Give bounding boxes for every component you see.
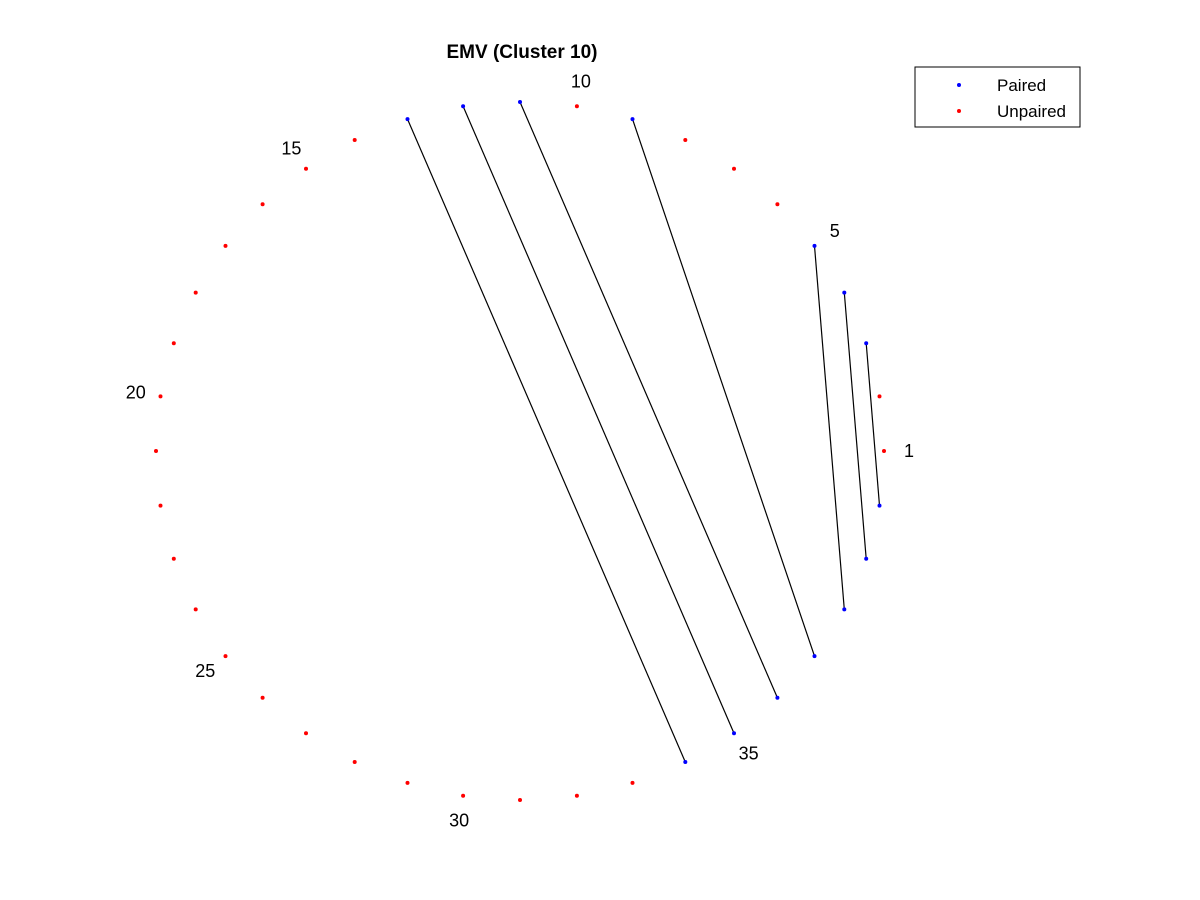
unpaired-point-22 [158,503,163,508]
legend-unpaired-label: Unpaired [997,102,1066,121]
pair-lines [406,101,881,763]
unpaired-point-30 [461,793,466,798]
paired-point-11 [518,100,522,104]
unpaired-point-33 [630,780,635,785]
paired-point-3 [864,341,869,346]
unpaired-point-6 [775,202,780,207]
unpaired-point-8 [683,138,688,142]
unpaired-point-16 [260,202,265,207]
unpaired-point-29 [405,780,410,785]
unpaired-point-28 [352,760,357,764]
unpaired-point-7 [732,166,736,171]
position-label-35: 35 [739,744,759,764]
unpaired-point-17 [223,243,228,248]
unpaired-point-20 [158,394,163,399]
paired-point-9 [630,117,635,122]
unpaired-point-25 [223,654,228,659]
position-label-20: 20 [126,383,146,403]
chart-title: EMV (Cluster 10) [447,42,598,63]
paired-point-34 [683,760,688,764]
unpaired-point-10 [574,104,579,109]
pair-line-3-40 [865,343,881,506]
unpaired-point-19 [171,341,176,346]
unpaired-point-21 [154,449,158,453]
paired-point-39 [864,556,869,561]
pair-line-9-37 [631,118,816,657]
paired-point-36 [775,695,780,700]
paired-point-37 [812,654,817,659]
paired-point-38 [842,607,847,612]
legend-paired-label: Paired [997,76,1046,95]
pair-line-5-38 [813,245,845,610]
unpaired-point-14 [352,138,357,142]
unpaired-point-32 [574,793,579,798]
paired-point-40 [877,503,882,508]
paired-point-5 [812,243,817,248]
unpaired-point-1 [882,449,886,453]
unpaired-point-26 [260,695,265,700]
nucleotide-points [154,100,886,802]
legend-unpaired-marker [957,109,961,113]
position-label-25: 25 [195,661,215,681]
position-label-30: 30 [449,810,469,830]
pair-line-11-36 [519,101,778,699]
unpaired-point-27 [304,731,308,736]
unpaired-point-18 [193,290,198,295]
paired-point-13 [405,117,410,122]
paired-point-4 [842,290,847,295]
paired-point-12 [461,104,466,109]
unpaired-point-15 [304,166,308,171]
pair-line-12-35 [462,106,735,734]
position-label-15: 15 [281,138,301,158]
position-label-10: 10 [571,72,591,92]
unpaired-point-31 [518,798,522,802]
legend-box [914,66,1081,128]
unpaired-point-23 [171,556,176,561]
paired-point-35 [732,731,736,736]
legend: Paired Unpaired [914,66,1081,128]
legend-paired-marker [957,83,961,87]
unpaired-point-2 [877,394,882,399]
position-label-1: 1 [904,441,914,461]
position-label-5: 5 [830,221,840,241]
pair-line-13-34 [406,118,686,763]
pair-line-4-39 [843,292,867,559]
unpaired-point-24 [193,607,198,612]
